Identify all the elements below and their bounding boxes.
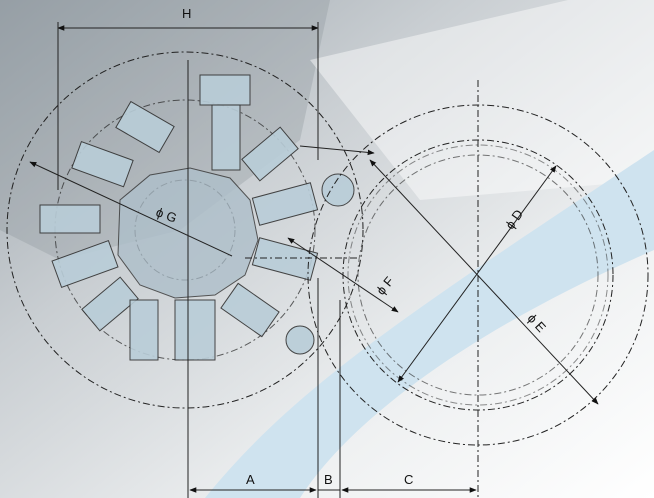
live-tool-lower <box>285 325 315 355</box>
label-g: ϕ G <box>154 204 179 225</box>
live-tool-right <box>321 173 355 207</box>
dimension-line-f <box>287 237 399 313</box>
tool-stations <box>39 74 355 361</box>
label-a: A <box>246 472 255 487</box>
label-c: C <box>404 472 413 487</box>
tool-left-1 <box>71 140 134 188</box>
label-b: B <box>324 472 333 487</box>
tool-lower-left <box>81 276 139 332</box>
tool-upper-right <box>241 126 299 182</box>
tool-left-3 <box>51 239 119 289</box>
machine-highlight <box>310 0 654 200</box>
dimension-line-e <box>369 159 599 405</box>
dimension-line-g-diag <box>29 161 233 257</box>
tool-lower-right <box>220 282 280 338</box>
tool-upper-left <box>115 100 175 154</box>
tool-top <box>199 74 251 106</box>
dimension-line-g-right <box>299 145 375 156</box>
tool-right-1 <box>251 182 319 226</box>
turret-swing-circle <box>6 51 364 409</box>
tool-bottom <box>174 299 216 361</box>
label-h: H <box>182 6 191 21</box>
tool-bottom-left <box>129 299 159 361</box>
tool-left-2 <box>39 204 101 234</box>
tool-top-shank <box>211 104 241 171</box>
